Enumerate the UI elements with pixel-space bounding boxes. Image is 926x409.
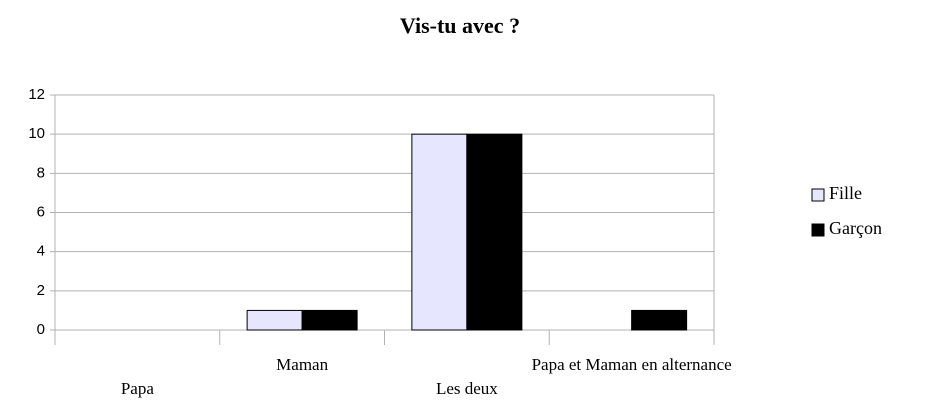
chart-title: Vis-tu avec ? bbox=[400, 13, 520, 38]
x-tick-label: Papa et Maman en alternance bbox=[532, 355, 732, 374]
y-tick-label: 12 bbox=[28, 86, 45, 103]
y-tick-label: 0 bbox=[37, 321, 45, 338]
bar bbox=[301, 309, 358, 331]
y-tick-label: 10 bbox=[28, 125, 45, 142]
y-tick-label: 6 bbox=[37, 203, 45, 220]
legend-label: Fille bbox=[829, 183, 862, 203]
bar bbox=[411, 133, 468, 331]
y-tick-label: 8 bbox=[37, 164, 45, 181]
y-tick-label: 4 bbox=[37, 243, 45, 260]
x-tick-label: Les deux bbox=[436, 379, 498, 398]
legend-swatch bbox=[811, 188, 825, 202]
legend-swatch bbox=[811, 223, 825, 237]
x-tick-label: Papa bbox=[121, 379, 155, 398]
x-tick-label: Maman bbox=[276, 355, 328, 374]
y-tick-label: 2 bbox=[37, 282, 45, 299]
legend-label: Garçon bbox=[829, 218, 882, 238]
bar bbox=[246, 309, 303, 331]
bar bbox=[466, 133, 523, 331]
bar bbox=[631, 309, 688, 331]
